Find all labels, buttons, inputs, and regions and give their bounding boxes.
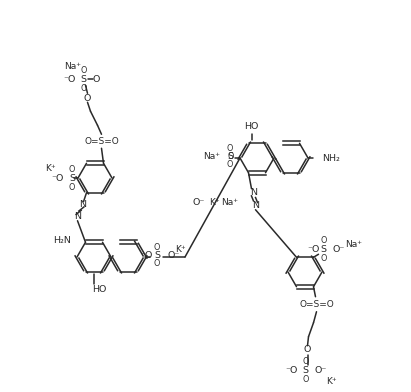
Text: N: N: [250, 188, 257, 197]
Text: O⁻: O⁻: [192, 198, 204, 207]
Text: HO: HO: [92, 285, 106, 294]
Text: O: O: [320, 254, 327, 263]
Text: O: O: [302, 375, 309, 384]
Text: K⁺: K⁺: [45, 163, 55, 172]
Text: N: N: [74, 212, 81, 221]
Text: N: N: [79, 200, 86, 209]
Text: O=S=O: O=S=O: [84, 137, 119, 146]
Text: O⁻: O⁻: [167, 250, 179, 260]
Text: O: O: [84, 94, 91, 103]
Text: N: N: [252, 201, 259, 210]
Text: ⁻O: ⁻O: [307, 245, 319, 254]
Text: O: O: [80, 84, 87, 93]
Text: O: O: [302, 357, 309, 366]
Text: NH₂: NH₂: [322, 154, 340, 163]
Text: ⁻O: ⁻O: [52, 174, 64, 183]
Text: ⁻O: ⁻O: [141, 250, 153, 260]
Text: Na⁺: Na⁺: [64, 62, 81, 71]
Text: ⁻O: ⁻O: [285, 366, 298, 375]
Text: O: O: [154, 258, 160, 267]
Text: O: O: [304, 345, 311, 354]
Text: O: O: [154, 243, 160, 252]
Text: O⁻: O⁻: [314, 366, 327, 375]
Text: O: O: [69, 183, 75, 192]
Text: S: S: [154, 250, 160, 260]
Text: O: O: [92, 75, 100, 84]
Text: ⁻O: ⁻O: [63, 75, 76, 84]
Text: O: O: [69, 165, 75, 174]
Text: Na⁺: Na⁺: [203, 151, 220, 160]
Text: Na⁺: Na⁺: [346, 240, 363, 249]
Text: S: S: [81, 75, 86, 84]
Text: O: O: [227, 160, 233, 169]
Text: S: S: [321, 245, 326, 254]
Text: K⁺: K⁺: [209, 198, 219, 207]
Text: S: S: [69, 174, 75, 183]
Text: HO: HO: [244, 122, 259, 131]
Text: O: O: [228, 151, 234, 160]
Text: O=S=O: O=S=O: [299, 300, 334, 309]
Text: H₂N: H₂N: [53, 236, 71, 245]
Text: Na⁺: Na⁺: [221, 198, 238, 207]
Text: K⁺: K⁺: [175, 245, 186, 254]
Text: O⁻: O⁻: [332, 245, 345, 254]
Text: K⁺: K⁺: [326, 377, 337, 386]
Text: S: S: [302, 366, 309, 375]
Text: S: S: [227, 151, 233, 160]
Text: O: O: [227, 143, 233, 152]
Text: O: O: [320, 236, 327, 245]
Text: O: O: [80, 66, 87, 75]
